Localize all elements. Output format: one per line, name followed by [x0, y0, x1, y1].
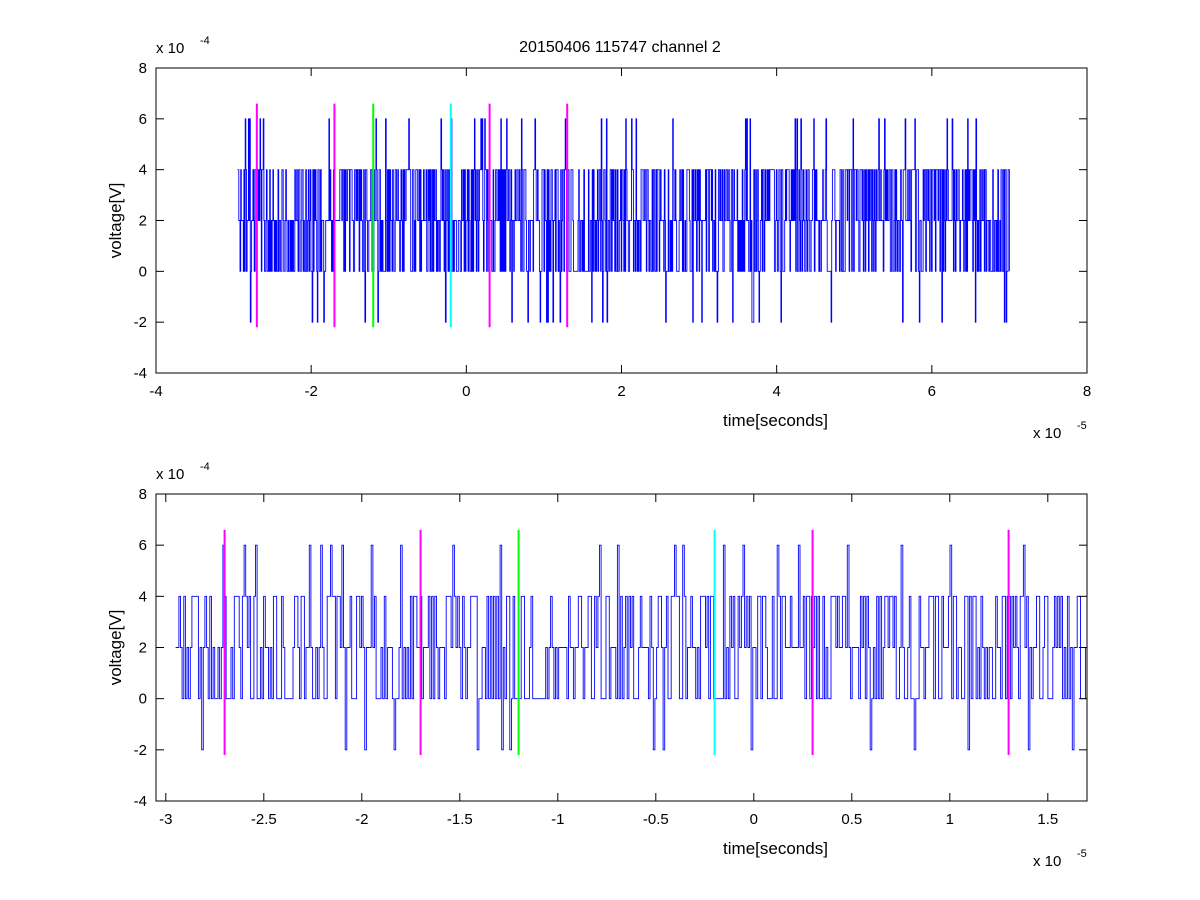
bottom-plot: -3 -2.5 -2 -1.5 -1 -0.5 0 0.5 1 1.5 -4 -2 0 2 4 6 8 time[…	[106, 461, 1088, 870]
y-axis-label: voltage[V]	[106, 610, 125, 686]
y-exponent-label: x 10	[156, 40, 184, 57]
y-tick-label: -2	[134, 742, 147, 759]
x-tick-label: -1	[551, 811, 564, 828]
y-tick-label: 0	[139, 263, 147, 280]
x-tick-label: 6	[928, 383, 936, 400]
x-tick-label: 2	[617, 383, 625, 400]
y-tick-label: 2	[139, 213, 147, 230]
y-tick-label: 2	[139, 640, 147, 657]
x-exponent-power: -5	[1077, 848, 1087, 860]
y-exponent-power: -4	[200, 461, 210, 473]
x-axis-label: time[seconds]	[723, 839, 828, 858]
y-tick-label: 8	[139, 486, 147, 503]
y-tick-label: 4	[139, 588, 147, 605]
x-exponent-label: x 10	[1033, 853, 1061, 870]
y-tick-label: 8	[139, 60, 147, 77]
x-tick-label: -1.5	[447, 811, 473, 828]
x-tick-label: -2	[355, 811, 368, 828]
x-exponent-label: x 10	[1033, 425, 1061, 442]
x-tick-label: -2	[304, 383, 317, 400]
y-tick-label: 6	[139, 111, 147, 128]
y-tick-label: 0	[139, 691, 147, 708]
signal-trace	[175, 544, 1088, 751]
signal-trace	[237, 118, 1010, 323]
x-tick-label: 0	[462, 383, 470, 400]
x-exponent-power: -5	[1077, 420, 1087, 432]
y-tick-label: -2	[134, 314, 147, 331]
y-tick-label: 4	[139, 162, 147, 179]
x-axis-label: time[seconds]	[723, 411, 828, 430]
x-tick-label: -2.5	[251, 811, 277, 828]
y-exponent-power: -4	[200, 35, 210, 47]
x-tick-label: -0.5	[643, 811, 669, 828]
x-tick-label: 1	[946, 811, 954, 828]
y-tick-label: -4	[134, 365, 147, 382]
x-tick-label: 8	[1083, 383, 1091, 400]
y-exponent-label: x 10	[156, 466, 184, 483]
y-axis-label: voltage[V]	[106, 183, 125, 259]
x-tick-label: 0.5	[841, 811, 862, 828]
x-tick-label: 4	[772, 383, 780, 400]
figure-title: 20150406 115747 channel 2	[519, 39, 721, 56]
x-tick-label: -3	[159, 811, 172, 828]
x-tick-label: 0	[750, 811, 758, 828]
y-tick-label: -4	[134, 793, 147, 810]
y-tick-label: 6	[139, 537, 147, 554]
x-tick-label: -4	[149, 383, 162, 400]
x-tick-label: 1.5	[1037, 811, 1058, 828]
top-plot: -4 -2 0 2 4 6 8 -4 -2 0 2 4 6 8 time[seconds] voltage[V…	[106, 35, 1091, 442]
